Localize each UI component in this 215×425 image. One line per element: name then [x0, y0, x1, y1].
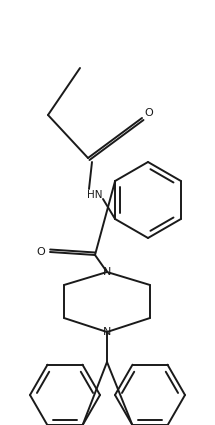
Text: O: O: [145, 108, 153, 118]
Text: HN: HN: [87, 190, 103, 200]
Text: N: N: [103, 327, 111, 337]
Text: N: N: [103, 267, 111, 277]
Text: O: O: [37, 247, 45, 257]
